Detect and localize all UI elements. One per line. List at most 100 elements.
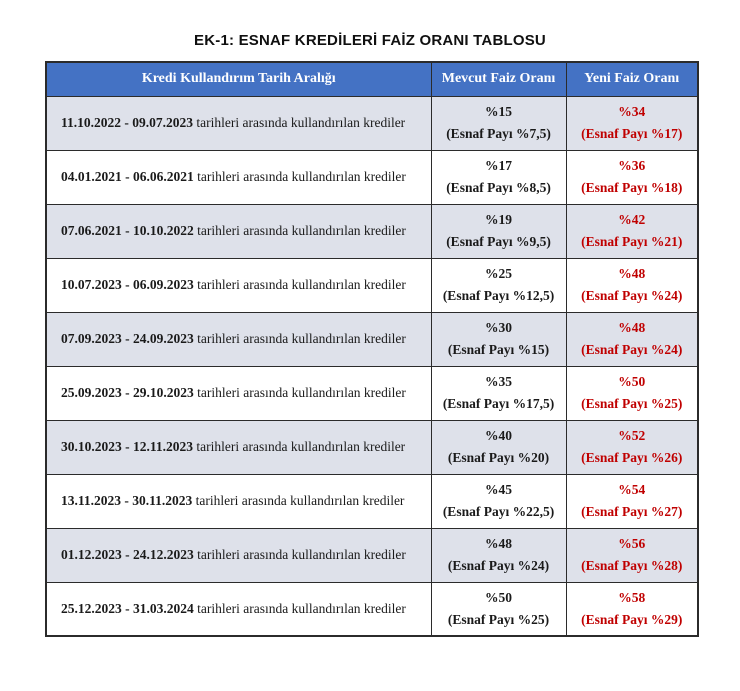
new-rate-cell: %52 (Esnaf Payı %26) — [565, 419, 699, 475]
table-row: 13.11.2023 - 30.11.2023 tarihleri arasın… — [45, 473, 699, 529]
current-share-value: (Esnaf Payı %25) — [447, 611, 550, 627]
current-rate-value: %15 — [485, 104, 512, 120]
current-rate-cell: %48 (Esnaf Payı %24) — [430, 527, 567, 583]
new-rate-value: %34 — [618, 104, 646, 120]
new-rate-cell: %56 (Esnaf Payı %28) — [565, 527, 699, 583]
interest-rate-table: Kredi Kullandırım Tarih Aralığı Mevcut F… — [45, 61, 699, 637]
new-rate-cell: %58 (Esnaf Payı %29) — [565, 581, 699, 637]
new-share-value: (Esnaf Payı %24) — [581, 288, 683, 303]
new-rate-value: %48 — [618, 266, 646, 282]
current-rate-value: %35 — [485, 374, 512, 390]
new-rate-value: %58 — [618, 590, 646, 606]
date-range-cell: 13.11.2023 - 30.11.2023 tarihleri arasın… — [45, 473, 432, 529]
table-row: 01.12.2023 - 24.12.2023 tarihleri arasın… — [45, 527, 699, 583]
date-range-cell: 01.12.2023 - 24.12.2023 tarihleri arasın… — [45, 527, 432, 583]
current-share-value: (Esnaf Payı %17,5) — [442, 396, 555, 411]
current-rate-cell: %35 (Esnaf Payı %17,5) — [430, 365, 567, 421]
date-range-text: 11.10.2022 - 09.07.2023 — [61, 115, 194, 131]
current-rate-value: %25 — [485, 266, 512, 282]
date-range-text: 30.10.2023 - 12.11.2023 — [61, 439, 194, 455]
table-row: 07.09.2023 - 24.09.2023 tarihleri arasın… — [45, 311, 699, 367]
current-rate-value: %30 — [485, 320, 512, 336]
new-rate-cell: %36 (Esnaf Payı %18) — [565, 149, 699, 205]
col-header-new-rate: Yeni Faiz Oranı — [565, 61, 699, 97]
current-rate-cell: %45 (Esnaf Payı %22,5) — [430, 473, 567, 529]
new-rate-cell: %48 (Esnaf Payı %24) — [565, 257, 699, 313]
current-rate-value: %40 — [485, 428, 512, 444]
row-description: tarihleri arasında kullandırılan kredile… — [197, 277, 406, 293]
row-description: tarihleri arasında kullandırılan kredile… — [197, 385, 406, 401]
table-row: 25.09.2023 - 29.10.2023 tarihleri arasın… — [45, 365, 699, 421]
new-share-value: (Esnaf Payı %17) — [581, 126, 683, 141]
date-range-cell: 07.09.2023 - 24.09.2023 tarihleri arasın… — [45, 311, 432, 367]
row-description: tarihleri arasında kullandırılan kredile… — [197, 331, 406, 347]
current-rate-cell: %30 (Esnaf Payı %15) — [430, 311, 567, 367]
row-description: tarihleri arasında kullandırılan kredile… — [197, 547, 406, 563]
row-description: tarihleri arasında kullandırılan kredile… — [195, 493, 405, 509]
current-rate-value: %50 — [485, 590, 512, 606]
new-rate-cell: %48 (Esnaf Payı %24) — [565, 311, 699, 367]
row-description: tarihleri arasında kullandırılan kredile… — [197, 600, 406, 616]
date-range-cell: 25.12.2023 - 31.03.2024 tarihleri arasın… — [45, 581, 432, 637]
new-rate-value: %42 — [618, 212, 646, 228]
current-rate-value: %48 — [485, 536, 512, 552]
new-share-value: (Esnaf Payı %21) — [581, 234, 683, 249]
new-share-value: (Esnaf Payı %26) — [581, 450, 683, 465]
col-header-date-range: Kredi Kullandırım Tarih Aralığı — [45, 61, 432, 97]
new-rate-cell: %34 (Esnaf Payı %17) — [565, 95, 699, 151]
current-rate-value: %45 — [485, 482, 512, 498]
new-rate-value: %54 — [618, 482, 646, 498]
current-share-value: (Esnaf Payı %7,5) — [446, 126, 551, 141]
current-share-value: (Esnaf Payı %15) — [447, 342, 550, 357]
date-range-text: 01.12.2023 - 24.12.2023 — [61, 547, 194, 563]
new-share-value: (Esnaf Payı %24) — [581, 342, 683, 357]
table-row: 04.01.2021 - 06.06.2021 tarihleri arasın… — [45, 149, 699, 205]
current-share-value: (Esnaf Payı %22,5) — [442, 504, 555, 519]
table-row: 11.10.2022 - 09.07.2023 tarihleri arasın… — [45, 95, 699, 151]
date-range-cell: 30.10.2023 - 12.11.2023 tarihleri arasın… — [45, 419, 432, 475]
table-row: 30.10.2023 - 12.11.2023 tarihleri arasın… — [45, 419, 699, 475]
new-rate-value: %56 — [618, 536, 646, 552]
new-rate-value: %52 — [618, 428, 646, 444]
date-range-cell: 04.01.2021 - 06.06.2021 tarihleri arasın… — [45, 149, 432, 205]
new-rate-value: %48 — [618, 320, 646, 336]
current-rate-value: %17 — [485, 158, 512, 174]
new-share-value: (Esnaf Payı %29) — [581, 611, 683, 627]
new-rate-cell: %42 (Esnaf Payı %21) — [565, 203, 699, 259]
new-share-value: (Esnaf Payı %28) — [581, 558, 683, 573]
current-rate-cell: %40 (Esnaf Payı %20) — [430, 419, 567, 475]
table-row: 25.12.2023 - 31.03.2024 tarihleri arasın… — [45, 581, 699, 637]
date-range-cell: 07.06.2021 - 10.10.2022 tarihleri arasın… — [45, 203, 432, 259]
date-range-text: 25.12.2023 - 31.03.2024 — [61, 600, 194, 616]
row-description: tarihleri arasında kullandırılan kredile… — [197, 169, 406, 185]
new-rate-value: %36 — [618, 158, 646, 174]
col-header-current-rate: Mevcut Faiz Oranı — [430, 61, 567, 97]
date-range-text: 25.09.2023 - 29.10.2023 — [61, 385, 194, 401]
current-rate-cell: %19 (Esnaf Payı %9,5) — [430, 203, 567, 259]
current-share-value: (Esnaf Payı %20) — [447, 450, 550, 465]
date-range-text: 07.06.2021 - 10.10.2022 — [61, 223, 194, 239]
current-share-value: (Esnaf Payı %9,5) — [446, 234, 551, 249]
date-range-text: 07.09.2023 - 24.09.2023 — [61, 331, 194, 347]
current-rate-cell: %17 (Esnaf Payı %8,5) — [430, 149, 567, 205]
table-row: 10.07.2023 - 06.09.2023 tarihleri arasın… — [45, 257, 699, 313]
current-share-value: (Esnaf Payı %24) — [447, 558, 550, 573]
current-share-value: (Esnaf Payı %12,5) — [442, 288, 555, 303]
row-description: tarihleri arasında kullandırılan kredile… — [197, 223, 406, 239]
date-range-cell: 10.07.2023 - 06.09.2023 tarihleri arasın… — [45, 257, 432, 313]
date-range-text: 04.01.2021 - 06.06.2021 — [61, 169, 194, 185]
page-title: EK-1: ESNAF KREDİLERİ FAİZ ORANI TABLOSU — [194, 32, 546, 49]
new-share-value: (Esnaf Payı %27) — [581, 504, 683, 519]
row-description: tarihleri arasında kullandırılan kredile… — [196, 115, 406, 131]
date-range-cell: 25.09.2023 - 29.10.2023 tarihleri arasın… — [45, 365, 432, 421]
new-rate-cell: %50 (Esnaf Payı %25) — [565, 365, 699, 421]
header-row: Kredi Kullandırım Tarih Aralığı Mevcut F… — [45, 61, 699, 97]
table-body: 11.10.2022 - 09.07.2023 tarihleri arasın… — [45, 95, 699, 637]
table-row: 07.06.2021 - 10.10.2022 tarihleri arasın… — [45, 203, 699, 259]
date-range-text: 10.07.2023 - 06.09.2023 — [61, 277, 194, 293]
current-rate-cell: %50 (Esnaf Payı %25) — [430, 581, 567, 637]
current-rate-cell: %15 (Esnaf Payı %7,5) — [430, 95, 567, 151]
current-rate-cell: %25 (Esnaf Payı %12,5) — [430, 257, 567, 313]
current-share-value: (Esnaf Payı %8,5) — [446, 180, 551, 195]
